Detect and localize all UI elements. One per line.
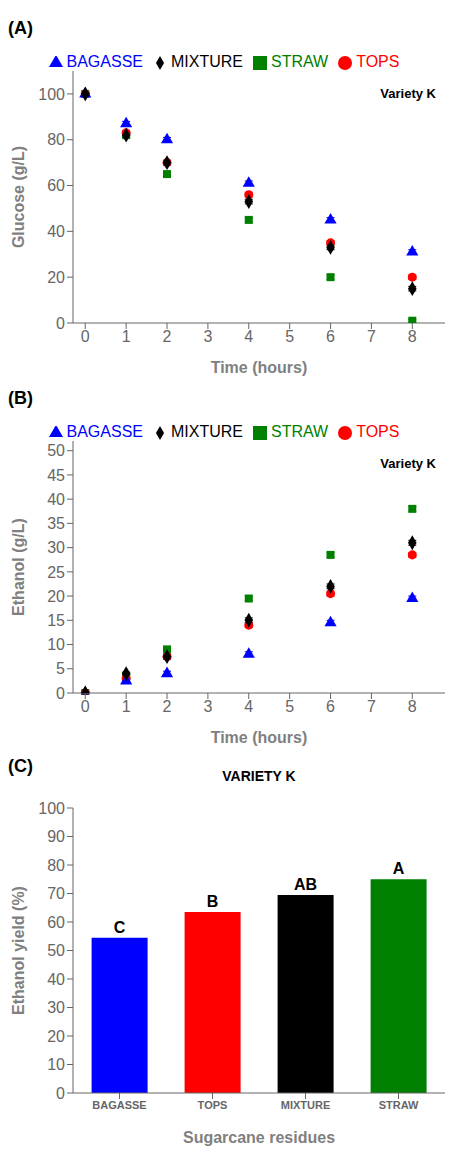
svg-text:30: 30 [47,539,65,556]
svg-text:Glucose (g/L): Glucose (g/L) [10,146,27,248]
svg-text:8: 8 [408,328,417,345]
svg-text:AB: AB [294,876,317,893]
html-text:(A): (A) [8,17,33,38]
svg-text:4: 4 [244,698,253,715]
svg-text:1: 1 [122,698,131,715]
svg-text:100: 100 [38,86,65,103]
svg-text:20: 20 [47,269,65,286]
html-text:Variety K: Variety K [380,86,436,101]
svg-text:0: 0 [81,698,90,715]
html-text:(B): (B) [8,387,33,408]
svg-text:10: 10 [47,1056,65,1073]
svg-text:5: 5 [285,328,294,345]
svg-text:Sugarcane residues: Sugarcane residues [183,1129,335,1146]
svg-text:Ethanol (g/L): Ethanol (g/L) [10,518,27,616]
svg-text:25: 25 [47,564,65,581]
html-text:MIXTURE: MIXTURE [171,53,243,70]
svg-text:90: 90 [47,828,65,845]
svg-text:7: 7 [367,328,376,345]
svg-text:6: 6 [326,698,335,715]
html-text:VARIETY K: VARIETY K [222,768,296,784]
svg-text:45: 45 [47,467,65,484]
svg-text:15: 15 [47,612,65,629]
html-text:BAGASSE: BAGASSE [66,53,143,70]
svg-text:35: 35 [47,515,65,532]
svg-text:2: 2 [163,328,172,345]
svg-text:50: 50 [47,942,65,959]
svg-text:6: 6 [326,328,335,345]
svg-text:50: 50 [47,442,65,459]
svg-text:70: 70 [47,885,65,902]
svg-text:10: 10 [47,636,65,653]
svg-text:60: 60 [47,914,65,931]
svg-text:Time (hours): Time (hours) [211,729,308,746]
svg-text:0: 0 [56,1085,65,1102]
html-text:TOPS: TOPS [356,53,400,70]
html-text:MIXTURE: MIXTURE [171,423,243,440]
html-text:TOPS: TOPS [356,423,400,440]
svg-text:20: 20 [47,588,65,605]
html-text:STRAW: STRAW [271,53,329,70]
svg-text:BAGASSE: BAGASSE [92,1099,146,1111]
svg-text:0: 0 [56,685,65,702]
svg-text:3: 3 [203,328,212,345]
svg-text:C: C [114,919,126,936]
svg-text:40: 40 [47,491,65,508]
svg-text:5: 5 [56,660,65,677]
svg-text:40: 40 [47,971,65,988]
svg-text:TOPS: TOPS [198,1099,228,1111]
svg-text:0: 0 [56,315,65,332]
svg-text:B: B [207,893,219,910]
svg-text:A: A [393,860,405,877]
svg-text:8: 8 [408,698,417,715]
svg-text:Ethanol yield (%): Ethanol yield (%) [10,886,27,1015]
svg-text:3: 3 [203,698,212,715]
svg-text:60: 60 [47,177,65,194]
svg-text:80: 80 [47,857,65,874]
svg-text:MIXTURE: MIXTURE [281,1099,331,1111]
svg-text:STRAW: STRAW [379,1099,419,1111]
svg-text:80: 80 [47,131,65,148]
svg-text:2: 2 [163,698,172,715]
html-text:(C): (C) [8,756,33,776]
svg-text:30: 30 [47,999,65,1016]
svg-text:Time (hours): Time (hours) [211,359,308,376]
svg-text:0: 0 [81,328,90,345]
html-text:STRAW: STRAW [271,423,329,440]
svg-text:4: 4 [244,328,253,345]
svg-text:40: 40 [47,223,65,240]
svg-text:7: 7 [367,698,376,715]
svg-text:20: 20 [47,1028,65,1045]
svg-text:5: 5 [285,698,294,715]
svg-text:1: 1 [122,328,131,345]
html-text:Variety K: Variety K [380,456,436,471]
html-text:BAGASSE: BAGASSE [66,423,143,440]
svg-text:100: 100 [38,800,65,817]
